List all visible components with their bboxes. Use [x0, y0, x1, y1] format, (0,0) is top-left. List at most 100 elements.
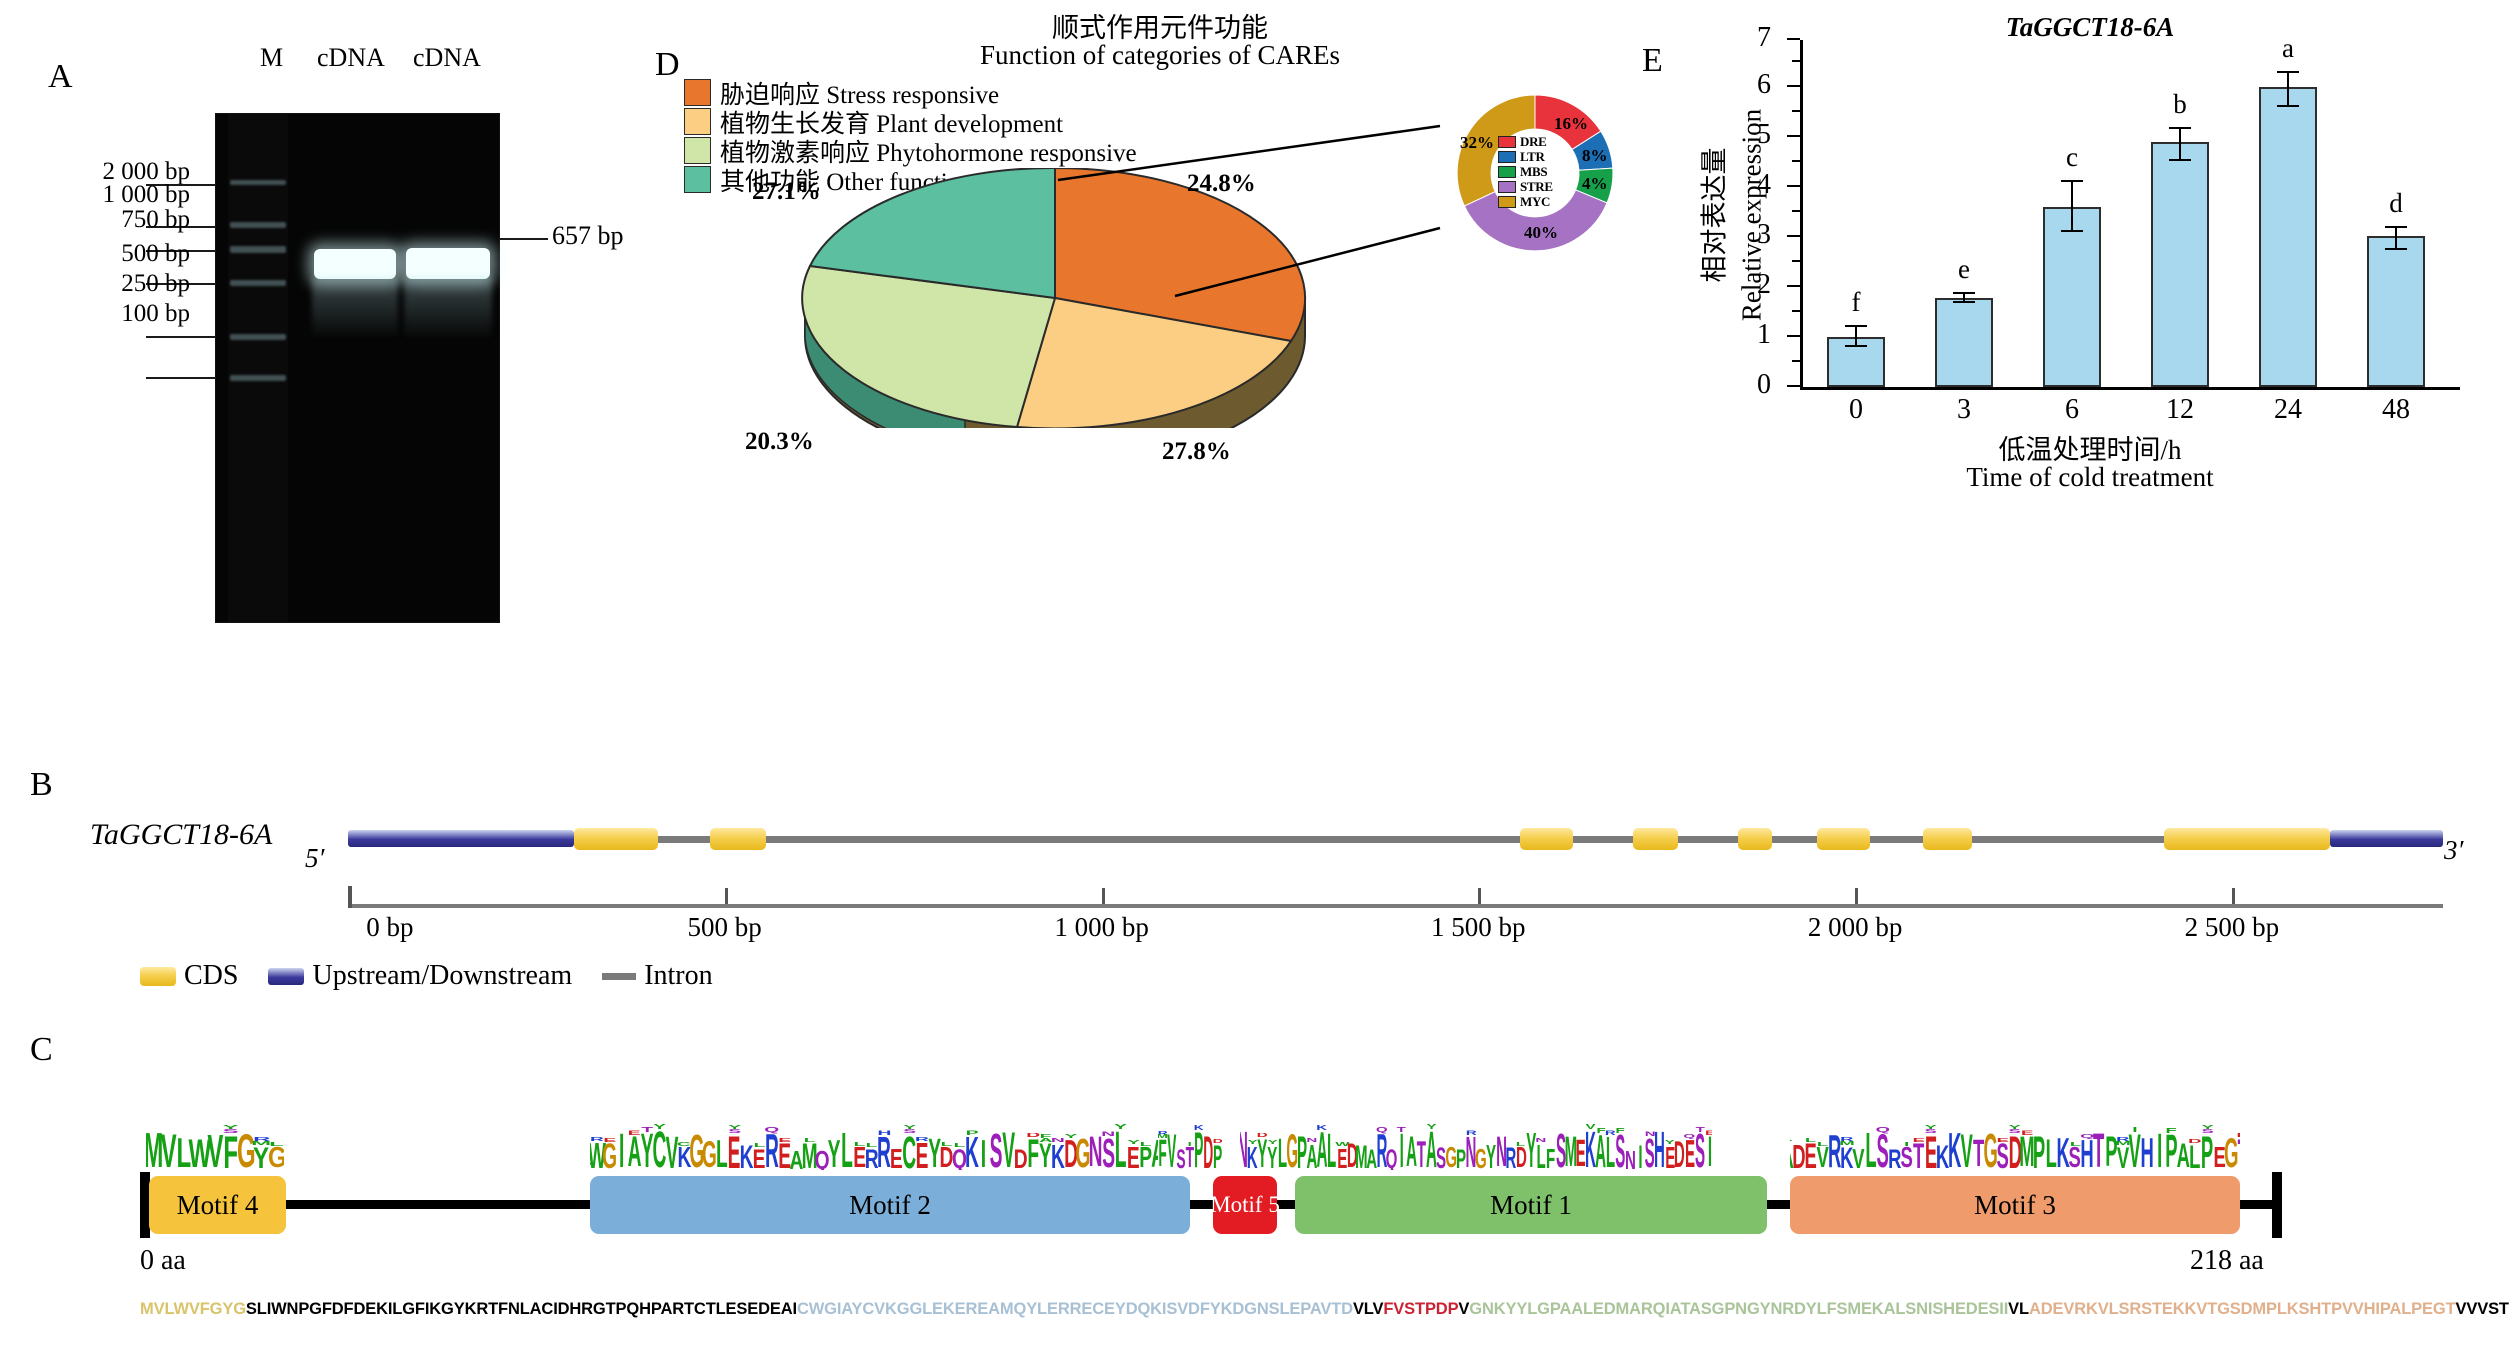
- legend-item-cds: CDS: [140, 960, 238, 992]
- logo-letter: R: [1828, 1125, 1842, 1170]
- logo-letter: V: [2116, 1141, 2130, 1170]
- sequence-segment-5: V: [1458, 1300, 1470, 1318]
- logo-letter: M: [2019, 1128, 2035, 1170]
- scale-label-1000: 1 000 bp: [1054, 912, 1149, 942]
- scale-tick-500: [724, 888, 728, 904]
- logo-letter: R: [590, 1136, 604, 1143]
- logo-column: S: [1436, 1143, 1446, 1170]
- scale-label-2500: 2 500 bp: [2184, 912, 2280, 942]
- scale-line: [348, 904, 2443, 908]
- logo-letter: L: [269, 1141, 284, 1148]
- donut-label-myc: MYC: [1520, 193, 1551, 209]
- logo-letter: S: [1996, 1136, 2010, 1170]
- logo-letter: E: [1336, 1143, 1347, 1170]
- logo-letter: E: [852, 1142, 866, 1170]
- sequence-logo-motif-2: CRWEGIEATYYCVCKGGLYSEKLEQREEALMQYLLELRHR…: [590, 1108, 1190, 1170]
- logo-letter: D: [1212, 1139, 1222, 1146]
- panel-d-letter: D: [655, 46, 680, 83]
- scale-label-500: 500 bp: [687, 912, 762, 942]
- motif-box-2[interactable]: Motif 2: [590, 1176, 1190, 1234]
- logo-column: L: [841, 1126, 853, 1170]
- bar-48h[interactable]: [2367, 236, 2425, 387]
- logo-column: LG: [268, 1141, 284, 1170]
- legend-swatch-upstream-downstream: [268, 967, 305, 985]
- motif-box-5[interactable]: Motif 5: [1210, 1176, 1280, 1234]
- logo-letter: A: [1426, 1121, 1437, 1170]
- donut-legend-item-mbs: MBS: [1498, 164, 1584, 179]
- bar-6h[interactable]: [2043, 207, 2101, 387]
- logo-letter: R: [1840, 1136, 1854, 1143]
- ytick-label-6: 6: [1757, 69, 1771, 100]
- logo-column: V: [207, 1128, 223, 1170]
- logo-letter: Y: [2008, 1125, 2022, 1132]
- logo-letter: Y: [727, 1125, 741, 1132]
- pie-value-development: 27.8%: [1162, 438, 1231, 465]
- protein-end-label: 218 aa: [2190, 1245, 2264, 1276]
- xtick-label-6: 6: [2065, 394, 2079, 425]
- sig-letter-12h: b: [2173, 89, 2187, 119]
- logo-letter: K: [2056, 1129, 2070, 1170]
- motif-box-3[interactable]: Motif 3: [1790, 1176, 2240, 1234]
- scale-tick-1500: [1478, 888, 1482, 904]
- logo-letter: K: [1585, 1121, 1597, 1170]
- logo-letter: N: [1306, 1138, 1318, 1145]
- logo-letter: T: [1396, 1124, 1407, 1134]
- logo-column: W: [188, 1134, 211, 1170]
- logo-column: L: [2045, 1131, 2057, 1170]
- gel-lane-label-cdna-2: cDNA: [413, 43, 481, 72]
- logo-letter: D: [1792, 1138, 1806, 1170]
- logo-column: Y: [927, 1130, 941, 1170]
- motif-box-1[interactable]: Motif 1: [1295, 1176, 1767, 1234]
- logo-letter: S: [727, 1129, 741, 1136]
- logo-letter: Y: [2201, 1125, 2214, 1132]
- logo-letter: F: [2165, 1127, 2177, 1135]
- sequence-segment-7: VL: [2008, 1300, 2029, 1318]
- logo-letter: A: [627, 1128, 642, 1170]
- logo-letter: L: [1536, 1138, 1546, 1170]
- logo-column: S: [989, 1127, 1002, 1170]
- logo-letter: N: [1088, 1128, 1103, 1170]
- logo-column: T: [1973, 1136, 1984, 1170]
- logo-letter: Y: [927, 1130, 941, 1170]
- donut-value-myc: 32%: [1460, 133, 1494, 152]
- scale-start-tick: [348, 886, 352, 908]
- bar-12h[interactable]: [2151, 142, 2209, 387]
- ytick-label-5: 5: [1757, 119, 1771, 150]
- protein-end-cap: [2272, 1172, 2282, 1238]
- bar-3h[interactable]: [1935, 298, 1993, 387]
- logo-letter: P: [2165, 1125, 2178, 1170]
- donut-label-dre: DRE: [1520, 133, 1547, 149]
- logo-letter: S: [2008, 1129, 2022, 1136]
- motif-box-4[interactable]: Motif 4: [149, 1176, 286, 1234]
- logo-column: RMF: [1158, 1131, 1168, 1170]
- logo-letter: Q: [764, 1126, 780, 1134]
- logo-letter: V: [1960, 1124, 1974, 1170]
- bar-24h[interactable]: [2259, 87, 2317, 387]
- logo-column: I: [978, 1134, 989, 1170]
- logo-column: V: [665, 1130, 678, 1170]
- logo-letter: K: [1840, 1141, 1854, 1170]
- logo-column: L: [716, 1134, 728, 1170]
- pie-legend-item-phytohormone: 植物激素响应 Phytohormone responsive: [684, 136, 1137, 167]
- sequence-logo-motif-5: RMFVSITKPDDP: [1158, 1108, 1222, 1170]
- logo-letter: L: [2045, 1131, 2057, 1170]
- logo-column: N: [1496, 1131, 1507, 1170]
- logo-letter: Y: [1267, 1139, 1278, 1146]
- logo-letter: V: [1167, 1124, 1177, 1170]
- three-prime-label: 3′: [2444, 835, 2464, 865]
- sequence-segment-4: FVSTPDP: [1383, 1300, 1459, 1318]
- logo-letter: E: [1126, 1139, 1140, 1170]
- logo-column: G: [1286, 1128, 1298, 1170]
- logo-letter: V: [1816, 1142, 1829, 1170]
- logo-column: RW: [590, 1136, 606, 1170]
- logo-letter: N: [1644, 1131, 1656, 1139]
- logo-letter: G: [1475, 1143, 1488, 1170]
